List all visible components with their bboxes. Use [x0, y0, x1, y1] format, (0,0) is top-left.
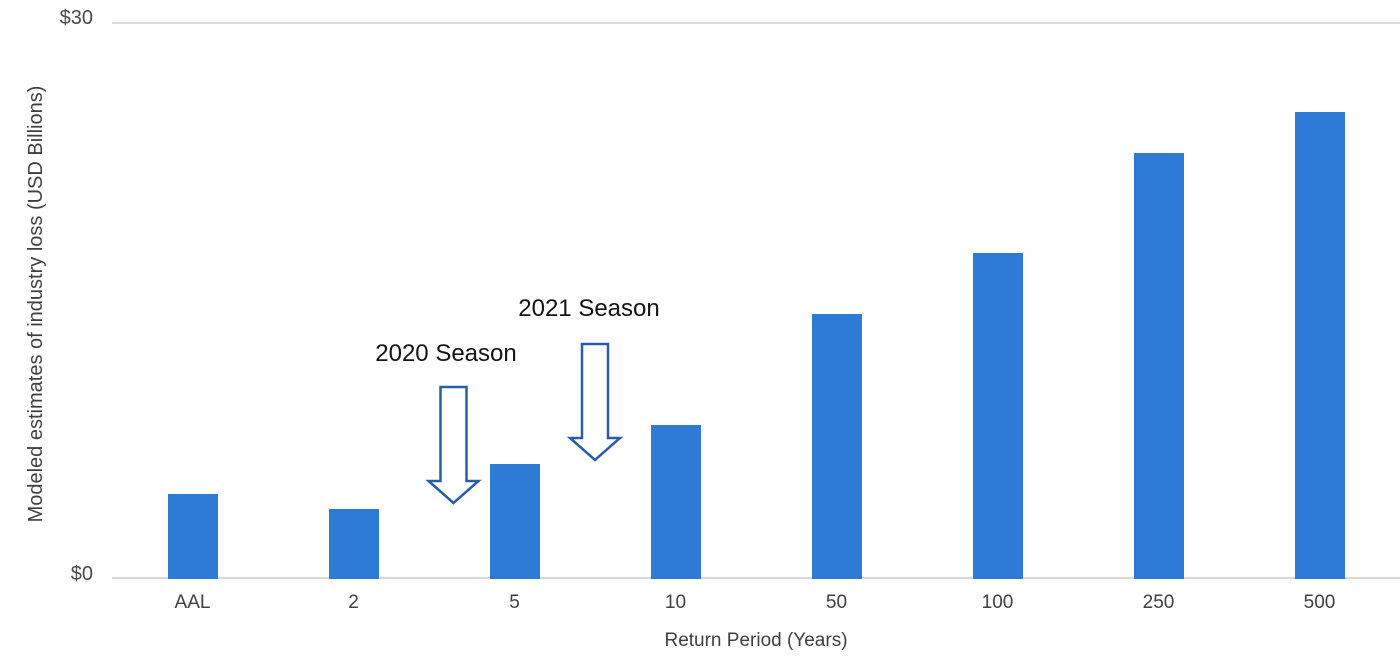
bar-10	[650, 425, 701, 579]
x-tick-label-2: 2	[348, 592, 359, 613]
annotation-2020-season-label: 2020 Season	[375, 340, 517, 367]
bar-AAL	[167, 494, 218, 579]
x-axis-line	[112, 577, 1400, 579]
bar-50	[811, 314, 862, 579]
bar-250	[1133, 153, 1184, 579]
bar-2	[328, 509, 379, 579]
y-tick-label-0: $0	[70, 563, 93, 585]
annotation-2020-down-arrow-icon	[425, 385, 482, 505]
annotation-2021-season-label: 2021 Season	[518, 295, 660, 322]
bar-500	[1294, 112, 1345, 579]
x-tick-label-50: 50	[825, 592, 848, 613]
bar-5	[489, 464, 540, 579]
x-tick-label-10: 10	[664, 592, 687, 613]
x-tick-label-250: 250	[1142, 592, 1175, 613]
bar-100	[972, 253, 1023, 579]
top-gridline	[112, 22, 1400, 24]
x-tick-label-500: 500	[1303, 592, 1336, 613]
x-tick-label-AAL: AAL	[174, 592, 211, 613]
y-tick-label-30: $30	[59, 7, 93, 29]
x-axis-title: Return Period (Years)	[664, 630, 848, 651]
x-tick-label-100: 100	[981, 592, 1014, 613]
x-tick-label-5: 5	[509, 592, 520, 613]
y-axis-title: Modeled estimates of industry loss (USD …	[25, 85, 47, 523]
annotation-2021-down-arrow-icon	[566, 342, 624, 462]
